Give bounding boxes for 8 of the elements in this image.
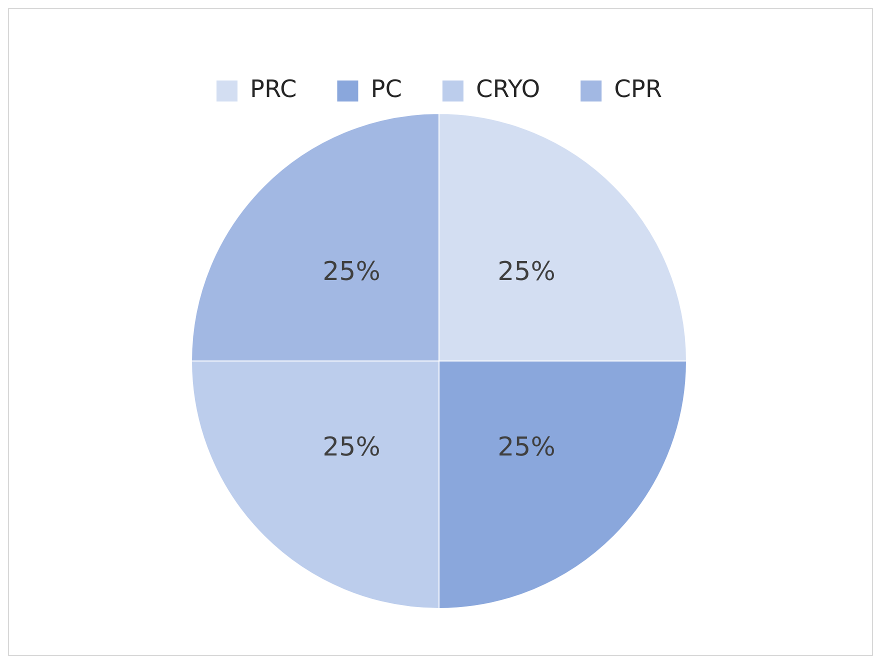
legend-label: CRYO bbox=[476, 75, 540, 104]
legend-label: PC bbox=[370, 75, 402, 104]
legend-label: CPR bbox=[614, 75, 662, 104]
data-label: 25% bbox=[498, 432, 556, 462]
legend-label: PRC bbox=[250, 75, 297, 104]
data-label: 25% bbox=[498, 257, 556, 288]
data-label: 25% bbox=[322, 257, 380, 288]
data-label: 25% bbox=[322, 432, 380, 462]
